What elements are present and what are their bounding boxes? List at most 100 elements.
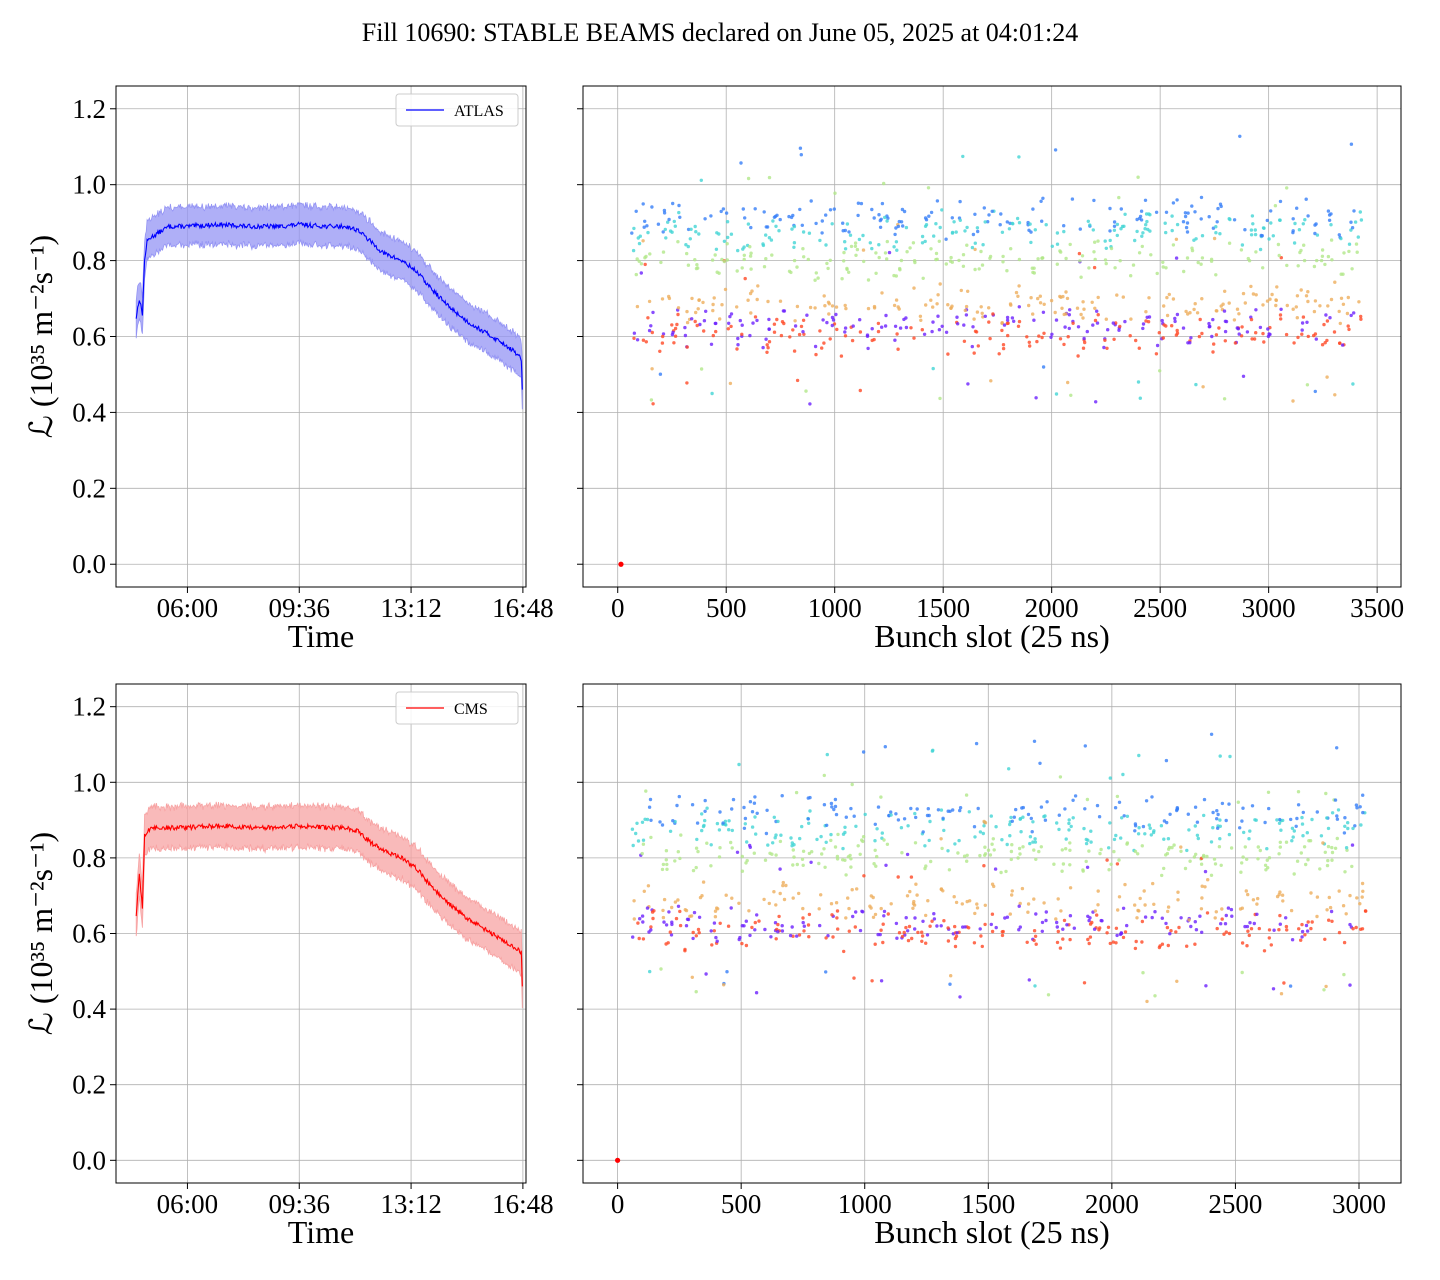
atlas-bunch-scatter-point <box>792 245 796 249</box>
cms-bunch-scatter-point <box>1229 907 1234 912</box>
atlas-bunch-x-tick-label: 0 <box>611 593 625 623</box>
atlas-bunch-scatter-point <box>1167 292 1172 297</box>
atlas-bunch-scatter-point <box>1054 318 1059 322</box>
cms-bunch-scatter-point <box>1202 797 1207 802</box>
atlas-bunch-scatter-point <box>695 263 699 267</box>
atlas-bunch-scatter-point <box>843 330 847 334</box>
atlas-bunch-scatter-point <box>1211 317 1215 322</box>
atlas-bunch-scatter-point <box>1292 241 1297 245</box>
cms-bunch-scatter-point <box>791 896 795 900</box>
atlas-bunch-scatter-point <box>1071 321 1075 325</box>
atlas-bunch-scatter-point <box>1235 307 1240 311</box>
cms-bunch-x-tick-label: 2000 <box>1085 1189 1139 1219</box>
atlas-bunch-scatter-point <box>1055 262 1060 266</box>
atlas-bunch-scatter-point <box>1237 332 1241 336</box>
atlas-bunch-scatter-point <box>1081 300 1085 304</box>
atlas-bunch-scatter-point <box>772 215 777 219</box>
atlas-bunch-scatter-point <box>899 258 904 263</box>
atlas-bunch-scatter-point <box>979 305 983 309</box>
cms-bunch-scatter-point <box>829 902 834 906</box>
cms-bunch-scatter-point <box>1263 820 1267 825</box>
atlas-bunch-scatter-point <box>912 286 916 290</box>
cms-bunch-scatter-point <box>794 790 799 795</box>
cms-bunch-scatter-point <box>980 944 984 949</box>
atlas-bunch-scatter-point <box>792 224 797 229</box>
cms-time-x-tick-label: 16:48 <box>492 1189 554 1219</box>
cms-bunch-scatter-point <box>1088 935 1093 939</box>
cms-bunch-scatter-point <box>842 949 846 954</box>
cms-bunch-scatter-point <box>835 916 839 920</box>
atlas-bunch-scatter-point <box>671 201 675 206</box>
atlas-bunch-scatter-point <box>672 219 676 224</box>
atlas-bunch-scatter-point <box>1296 264 1300 268</box>
atlas-bunch-scatter-point <box>1182 269 1186 274</box>
atlas-bunch-scatter-point <box>647 328 652 333</box>
atlas-bunch-scatter-point <box>1250 214 1255 218</box>
atlas-bunch-scatter-point <box>1091 228 1096 232</box>
cms-bunch-scatter-point <box>1055 925 1060 929</box>
cms-bunch-scatter-point <box>991 837 995 841</box>
cms-bunch-scatter-point <box>913 841 918 845</box>
cms-bunch-scatter-point <box>1082 981 1087 985</box>
atlas-bunch-scatter-point <box>820 346 824 350</box>
cms-bunch-scatter-point <box>1337 889 1341 893</box>
cms-bunch-scatter-point <box>1025 940 1029 944</box>
atlas-bunch-scatter-point <box>1305 320 1309 324</box>
cms-bunch-scatter-point <box>1137 909 1141 913</box>
atlas-bunch-scatter-point <box>895 248 899 252</box>
atlas-bunch-scatter-point <box>987 306 991 310</box>
cms-bunch-scatter-point <box>1093 909 1098 913</box>
cms-bunch-scatter-point <box>1219 863 1223 867</box>
atlas-bunch-scatter-point <box>791 213 795 218</box>
atlas-bunch-scatter-point <box>749 267 753 271</box>
atlas-bunch-scatter-point <box>976 229 980 234</box>
cms-bunch-scatter-point <box>1267 806 1271 811</box>
cms-bunch-scatter-point <box>875 827 879 831</box>
cms-bunch-scatter-point <box>1330 858 1334 862</box>
cms-bunch-scatter-point <box>965 899 969 904</box>
atlas-bunch-scatter-point <box>695 323 699 328</box>
atlas-bunch-scatter-point <box>767 317 771 322</box>
atlas-bunch-scatter-point <box>740 332 744 336</box>
atlas-time-series-line <box>135 220 523 390</box>
cms-bunch-scatter-point <box>652 909 656 913</box>
atlas-bunch-scatter-point <box>1293 221 1297 226</box>
atlas-bunch-scatter-point <box>1341 302 1346 306</box>
cms-bunch-scatter-point <box>659 967 663 971</box>
cms-bunch-scatter-point <box>1257 926 1262 931</box>
cms-bunch-scatter-point <box>645 906 650 910</box>
cms-bunch-scatter-point <box>788 933 793 938</box>
cms-bunch-scatter-point <box>873 822 877 826</box>
cms-bunch-scatter-point <box>982 864 986 868</box>
cms-bunch-scatter-point <box>1032 848 1036 852</box>
atlas-bunch-scatter-point <box>1325 375 1329 379</box>
cms-bunch-scatter-point <box>915 807 919 811</box>
cms-bunch-scatter-point <box>696 849 700 854</box>
atlas-bunch-scatter-point <box>1129 274 1133 278</box>
cms-bunch-scatter-point <box>753 920 757 925</box>
atlas-bunch-scatter-point <box>1243 228 1247 232</box>
cms-bunch-scatter-point <box>1350 843 1355 847</box>
cms-bunch-scatter-point <box>824 970 828 974</box>
cms-bunch-scatter-point <box>750 810 755 814</box>
cms-bunch-scatter-point <box>1064 847 1068 851</box>
atlas-bunch-scatter-point <box>896 224 901 229</box>
atlas-bunch-scatter-point <box>894 274 898 278</box>
cms-time-panel: 0.00.20.40.60.81.01.206:00 09:36 13:12 16:4… <box>23 683 554 1250</box>
cms-bunch-scatter-point <box>664 942 668 946</box>
atlas-bunch-scatter-point <box>1337 309 1341 314</box>
cms-bunch-scatter-point <box>1333 846 1338 850</box>
cms-bunch-scatter-point <box>989 922 993 927</box>
cms-bunch-scatter-point <box>973 911 977 916</box>
atlas-bunch-scatter-point <box>809 199 813 203</box>
atlas-bunch-scatter-point <box>844 306 848 311</box>
atlas-bunch-scatter-point <box>677 210 681 215</box>
cms-bunch-scatter-point <box>1300 922 1304 927</box>
atlas-bunch-scatter-point <box>1285 303 1290 308</box>
atlas-bunch-scatter-point <box>1010 316 1015 320</box>
cms-bunch-scatter-point <box>852 976 856 980</box>
atlas-bunch-scatter-point <box>1165 313 1170 318</box>
cms-bunch-scatter-point <box>874 864 878 868</box>
atlas-bunch-scatter-point <box>950 216 954 220</box>
cms-bunch-scatter-point <box>1090 920 1094 925</box>
